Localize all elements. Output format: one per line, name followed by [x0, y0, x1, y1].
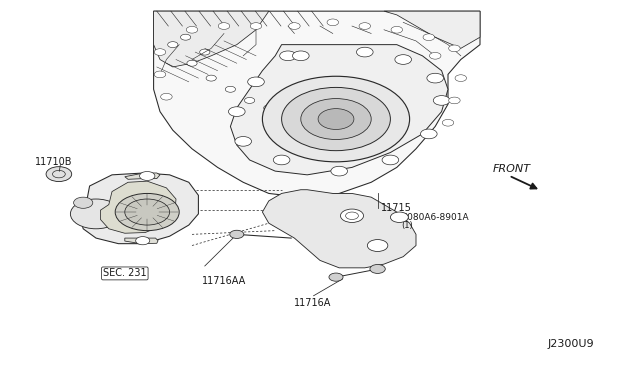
Circle shape [420, 129, 437, 139]
Circle shape [262, 76, 410, 162]
Circle shape [140, 171, 155, 180]
Polygon shape [100, 181, 176, 233]
Circle shape [136, 237, 150, 245]
Text: FRONT: FRONT [493, 164, 531, 174]
Circle shape [186, 26, 198, 33]
Polygon shape [80, 173, 198, 244]
Circle shape [154, 71, 166, 78]
Circle shape [340, 209, 364, 222]
Circle shape [390, 212, 408, 222]
Circle shape [46, 167, 72, 182]
Circle shape [228, 107, 245, 116]
Circle shape [318, 109, 354, 129]
Text: J2300U9: J2300U9 [547, 339, 594, 349]
Text: 11715: 11715 [381, 203, 412, 213]
Circle shape [282, 87, 390, 151]
Circle shape [423, 34, 435, 41]
Circle shape [382, 155, 399, 165]
Circle shape [248, 77, 264, 87]
Circle shape [289, 23, 300, 29]
Circle shape [200, 49, 210, 55]
Text: (1): (1) [401, 221, 413, 230]
Circle shape [427, 73, 444, 83]
Circle shape [154, 49, 166, 55]
Circle shape [367, 240, 388, 251]
Circle shape [225, 86, 236, 92]
Circle shape [391, 26, 403, 33]
Circle shape [206, 75, 216, 81]
Circle shape [301, 99, 371, 140]
Polygon shape [154, 11, 269, 67]
Circle shape [235, 137, 252, 146]
Polygon shape [125, 173, 160, 179]
Circle shape [218, 23, 230, 29]
Circle shape [230, 230, 244, 238]
Circle shape [180, 34, 191, 40]
Circle shape [356, 47, 373, 57]
Polygon shape [262, 190, 416, 268]
Polygon shape [384, 11, 480, 48]
Circle shape [70, 199, 122, 229]
Circle shape [395, 55, 412, 64]
Polygon shape [230, 45, 448, 175]
Text: 11716AA: 11716AA [202, 276, 246, 286]
Polygon shape [125, 238, 158, 244]
Circle shape [442, 119, 454, 126]
Circle shape [74, 197, 93, 208]
Circle shape [449, 45, 460, 52]
Circle shape [449, 97, 460, 104]
Circle shape [329, 273, 343, 281]
Circle shape [264, 105, 274, 111]
Circle shape [115, 193, 179, 231]
Circle shape [273, 155, 290, 165]
Circle shape [280, 51, 296, 61]
Circle shape [455, 75, 467, 81]
Circle shape [125, 199, 170, 225]
Circle shape [327, 19, 339, 26]
Circle shape [250, 23, 262, 29]
Circle shape [429, 52, 441, 59]
Circle shape [370, 264, 385, 273]
Circle shape [187, 60, 197, 66]
Circle shape [161, 93, 172, 100]
Circle shape [283, 109, 293, 115]
Text: 11710B: 11710B [35, 157, 73, 167]
Circle shape [168, 42, 178, 48]
Circle shape [331, 166, 348, 176]
Text: B080A6-8901A: B080A6-8901A [401, 213, 469, 222]
Circle shape [292, 51, 309, 61]
Text: SEC. 231: SEC. 231 [103, 269, 147, 278]
Circle shape [244, 97, 255, 103]
Text: 11716A: 11716A [294, 298, 332, 308]
Polygon shape [154, 11, 480, 197]
Circle shape [359, 23, 371, 29]
Circle shape [433, 96, 450, 105]
